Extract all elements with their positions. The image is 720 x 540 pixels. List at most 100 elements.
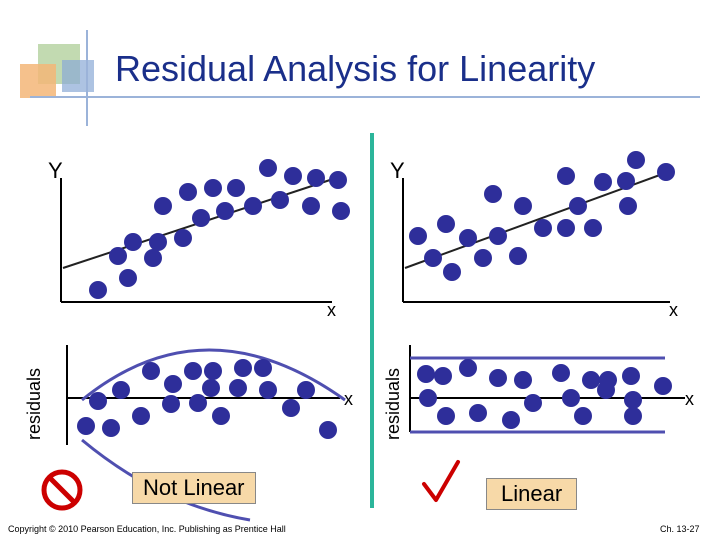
- x-axis-label-left: x: [327, 300, 336, 320]
- scatter-dot-left: [204, 179, 222, 197]
- scatter-dot-left: [329, 171, 347, 189]
- residual-dot-right: [552, 364, 570, 382]
- scatter-dot-left: [124, 233, 142, 251]
- residual-dot-right: [582, 371, 600, 389]
- residual-dot-right: [417, 365, 435, 383]
- scatter-dot-left: [174, 229, 192, 247]
- residual-dot-left: [102, 419, 120, 437]
- scatter-dot-left: [259, 159, 277, 177]
- scatter-dot-left: [154, 197, 172, 215]
- scatter-dot-right: [437, 215, 455, 233]
- verdict-linear: Linear: [486, 478, 578, 510]
- residual-dot-right: [599, 371, 617, 389]
- scatter-dot-right: [474, 249, 492, 267]
- residual-dot-right: [524, 394, 542, 412]
- residual-dot-right: [562, 389, 580, 407]
- residual-dot-left: [202, 379, 220, 397]
- residual-dot-right: [489, 369, 507, 387]
- x-axis-label-right: x: [669, 300, 678, 320]
- residuals-label-right: residuals: [383, 367, 403, 440]
- scatter-dot-left: [332, 202, 350, 220]
- scatter-dot-left: [149, 233, 167, 251]
- residual-dot-right: [502, 411, 520, 429]
- scatter-dot-left: [302, 197, 320, 215]
- prohibited-icon: [41, 469, 83, 511]
- copyright-footer: Copyright © 2010 Pearson Education, Inc.…: [8, 524, 286, 534]
- residual-dot-left: [112, 381, 130, 399]
- residual-dot-right: [574, 407, 592, 425]
- deco-square-blue: [62, 60, 94, 92]
- scatter-dot-left: [119, 269, 137, 287]
- residual-x-label-left: x: [344, 389, 353, 409]
- scatter-dot-right: [627, 151, 645, 169]
- slide-title: Residual Analysis for Linearity: [115, 48, 596, 89]
- residual-dot-left: [89, 392, 107, 410]
- residual-dot-left: [319, 421, 337, 439]
- residual-dot-left: [297, 381, 315, 399]
- verdict-not-linear: Not Linear: [132, 472, 256, 504]
- scatter-dot-left: [307, 169, 325, 187]
- scatter-dot-right: [619, 197, 637, 215]
- scatter-dot-left: [271, 191, 289, 209]
- scatter-dot-right: [489, 227, 507, 245]
- scatter-dot-right: [409, 227, 427, 245]
- scatter-dot-right: [557, 167, 575, 185]
- scatter-dot-right: [424, 249, 442, 267]
- scatter-dot-right: [534, 219, 552, 237]
- residual-dot-left: [234, 359, 252, 377]
- scatter-dot-right: [514, 197, 532, 215]
- scatter-axes-right: [402, 178, 670, 303]
- residual-dot-left: [164, 375, 182, 393]
- residual-dot-left: [142, 362, 160, 380]
- scatter-dot-left: [179, 183, 197, 201]
- scatter-dot-left: [109, 247, 127, 265]
- scatter-dot-left: [89, 281, 107, 299]
- residual-x-label-right: x: [685, 389, 694, 409]
- residual-dot-right: [514, 371, 532, 389]
- scatter-dot-right: [443, 263, 461, 281]
- residual-dot-left: [259, 381, 277, 399]
- scatter-axes-left: [60, 178, 332, 303]
- residual-dot-right: [419, 389, 437, 407]
- residuals-label-left: residuals: [24, 367, 44, 440]
- residual-dot-right: [459, 359, 477, 377]
- scatter-dot-right: [569, 197, 587, 215]
- scatter-dot-left: [227, 179, 245, 197]
- residual-dot-left: [184, 362, 202, 380]
- scatter-dot-left: [216, 202, 234, 220]
- curved-band-upper: [81, 348, 346, 402]
- y-axis-label-right: Y: [390, 158, 405, 183]
- scatter-dot-left: [284, 167, 302, 185]
- residual-dot-right: [434, 367, 452, 385]
- scatter-dot-left: [192, 209, 210, 227]
- checkmark-icon: [422, 460, 460, 502]
- scatter-dot-right: [657, 163, 675, 181]
- residual-dot-left: [204, 362, 222, 380]
- residual-dot-left: [282, 399, 300, 417]
- residual-dot-right: [622, 367, 640, 385]
- scatter-dot-right: [459, 229, 477, 247]
- y-axis-label-left: Y: [48, 158, 63, 183]
- scatter-dot-right: [557, 219, 575, 237]
- deco-square-orange: [20, 64, 56, 98]
- residual-dot-left: [132, 407, 150, 425]
- scatter-dot-left: [144, 249, 162, 267]
- deco-rule-horizontal: [30, 96, 700, 98]
- scatter-dot-right: [509, 247, 527, 265]
- scatter-dot-right: [584, 219, 602, 237]
- residual-dot-left: [212, 407, 230, 425]
- residual-dot-right: [469, 404, 487, 422]
- residual-dot-left: [162, 395, 180, 413]
- scatter-dot-left: [244, 197, 262, 215]
- residual-dot-right: [654, 377, 672, 395]
- scatter-dot-right: [594, 173, 612, 191]
- residual-dot-left: [77, 417, 95, 435]
- residual-dot-left: [229, 379, 247, 397]
- residual-dot-left: [189, 394, 207, 412]
- scatter-dot-right: [484, 185, 502, 203]
- slide-number: Ch. 13-27: [660, 524, 700, 534]
- residual-dot-left: [254, 359, 272, 377]
- scatter-dot-right: [617, 172, 635, 190]
- deco-rule-vertical: [86, 30, 88, 126]
